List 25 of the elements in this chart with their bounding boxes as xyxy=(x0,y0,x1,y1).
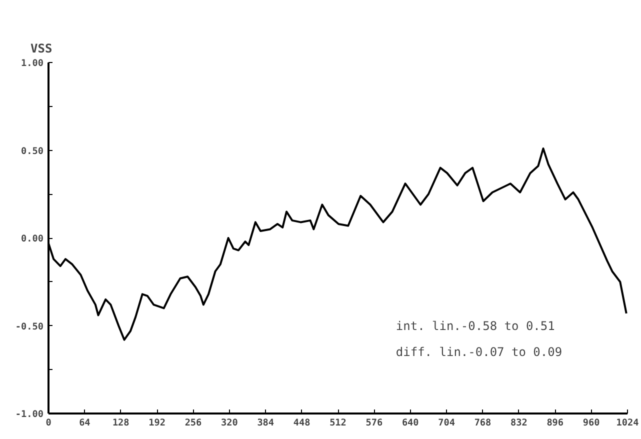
annotation: int. lin.-0.58 to 0.51 xyxy=(396,318,555,333)
x-tick-label: 704 xyxy=(438,418,456,428)
x-tick-label: 256 xyxy=(184,418,202,428)
annotation: diff. lin.-0.07 to 0.09 xyxy=(396,345,562,360)
y-tick-label: -0.50 xyxy=(15,321,44,332)
x-tick-label: 512 xyxy=(330,418,346,428)
x-tick-label: 448 xyxy=(293,418,311,428)
y-tick-label: 1.00 xyxy=(21,58,44,69)
y-tick-label: -1.00 xyxy=(15,409,44,420)
x-tick-label: 0 xyxy=(46,418,52,428)
x-tick-label: 1024 xyxy=(616,418,640,428)
x-tick-label: 320 xyxy=(221,418,238,428)
x-tick-label: 768 xyxy=(474,418,492,428)
y-tick-label: 0.50 xyxy=(21,146,44,157)
x-tick-label: 192 xyxy=(148,418,166,428)
x-tick-label: 576 xyxy=(366,418,383,428)
x-tick-label: 64 xyxy=(79,418,91,428)
x-tick-label: 832 xyxy=(510,418,528,428)
y-axis-title: VSS xyxy=(30,42,52,56)
y-tick-label: 0.00 xyxy=(21,234,44,244)
x-tick-label: 960 xyxy=(582,418,600,428)
x-tick-label: 384 xyxy=(257,418,274,428)
x-tick-label: 896 xyxy=(546,418,564,428)
x-tick-label: 640 xyxy=(402,418,420,428)
x-tick-label: 128 xyxy=(112,418,130,428)
